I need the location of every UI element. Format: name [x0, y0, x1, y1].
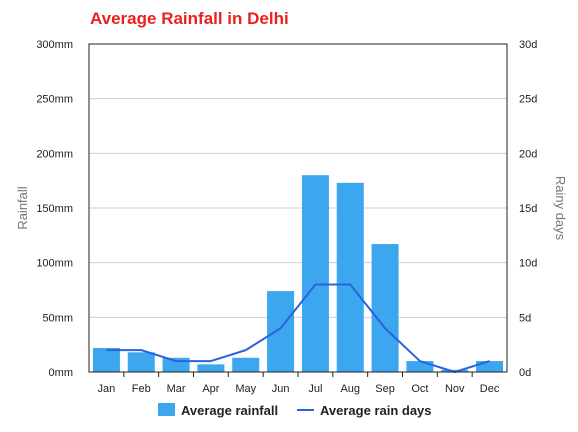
x-tick-label: Feb: [132, 383, 151, 395]
y-tick-label: 200mm: [36, 148, 73, 160]
rain-days-line: [106, 283, 490, 373]
y2-tick-label: 15d: [519, 203, 537, 215]
y-tick-label: 100mm: [36, 258, 73, 270]
chart-title: Average Rainfall in Delhi: [90, 9, 289, 28]
x-tick-label: May: [235, 383, 256, 395]
rainfall-bar: [406, 361, 434, 372]
rainfall-bar: [336, 182, 364, 372]
rain-days-series-line: [106, 283, 490, 373]
y2-tick-label: 30d: [519, 39, 537, 51]
y-axis-title: Rainfall: [15, 186, 30, 229]
y2-tick-label: 0d: [519, 367, 531, 379]
y-tick-label: 50mm: [42, 312, 73, 324]
legend-label-rainfall: Average rainfall: [181, 403, 278, 418]
x-tick-label: Oct: [411, 383, 428, 395]
y-tick-label: 0mm: [49, 367, 73, 379]
rainfall-bar: [301, 175, 329, 372]
y2-tick-label: 10d: [519, 258, 537, 270]
y2-axis-title: Rainy days: [553, 176, 568, 241]
rainfall-bar: [476, 361, 504, 372]
grid-lines: [89, 43, 507, 318]
rainfall-bar: [127, 352, 155, 372]
x-tick-label: Apr: [202, 383, 219, 395]
rainfall-bar: [197, 364, 225, 372]
x-tick-label: Jan: [98, 383, 116, 395]
y-tick-label: 250mm: [36, 94, 73, 106]
y-tick-label: 300mm: [36, 39, 73, 51]
axes: 0mm 0d 50mm 5d 100mm 10d 150mm 15d 200mm 20d 250mm…: [15, 39, 568, 395]
rainfall-bar: [267, 291, 295, 372]
x-tick-label: Jul: [308, 383, 322, 395]
x-tick-label: Sep: [375, 383, 395, 395]
legend-label-rain-days: Average rain days: [320, 403, 432, 418]
rainfall-bar: [371, 244, 399, 372]
y2-tick-label: 5d: [519, 312, 531, 324]
x-tick-label: Dec: [480, 383, 500, 395]
x-tick-label: Mar: [167, 383, 186, 395]
x-tick-label: Aug: [340, 383, 360, 395]
x-tick-label: Nov: [445, 383, 465, 395]
legend-swatch-rainfall: [158, 403, 175, 416]
rainfall-bar: [232, 357, 260, 372]
y-tick-label: 150mm: [36, 203, 73, 215]
y2-tick-label: 25d: [519, 94, 537, 106]
rainfall-bars: [92, 175, 504, 372]
x-tick-label: Jun: [272, 383, 290, 395]
rainfall-bar: [162, 357, 190, 372]
y2-tick-label: 20d: [519, 148, 537, 160]
rainfall-bar: [441, 369, 469, 372]
legend: Average rainfall Average rain days: [158, 403, 432, 418]
rainfall-bar: [92, 347, 120, 372]
